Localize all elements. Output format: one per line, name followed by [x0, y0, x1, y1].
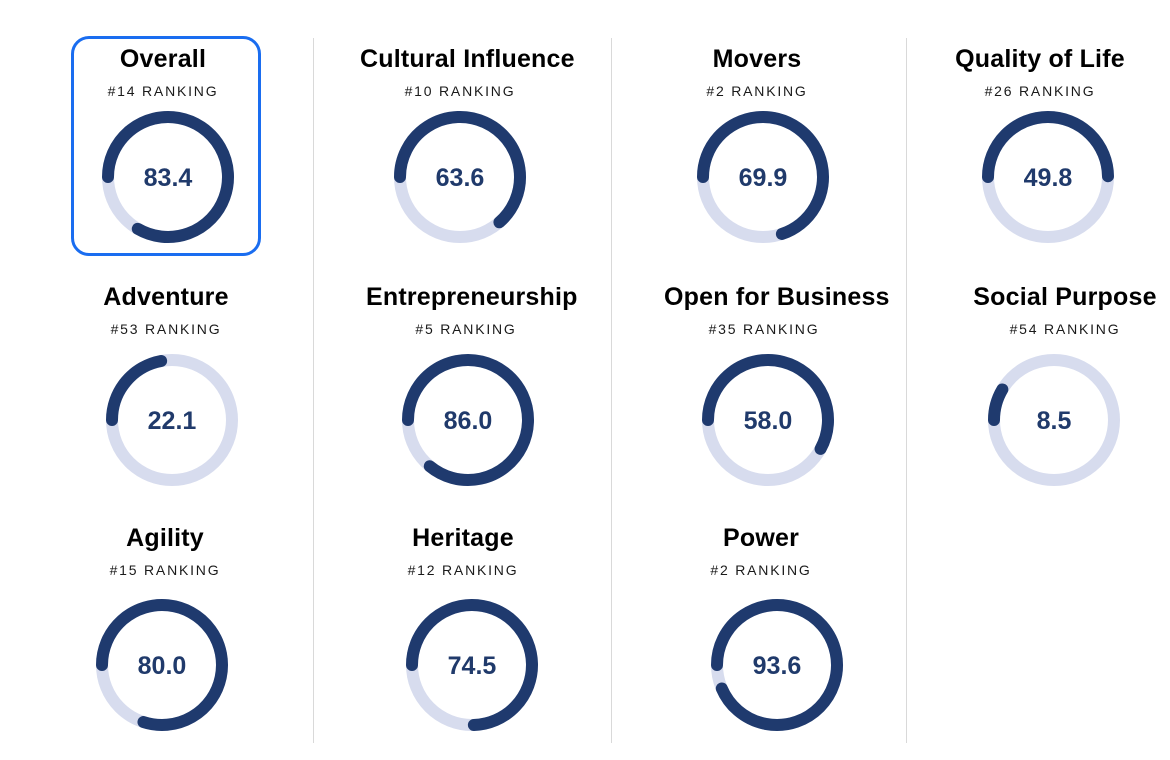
score-ring: 22.1 — [106, 354, 238, 486]
score-card-movers[interactable]: Movers #2 RANKING — [657, 44, 857, 274]
score-ring: 93.6 — [711, 599, 843, 731]
score-ring: 83.4 — [102, 111, 234, 243]
score-ring: 58.0 — [702, 354, 834, 486]
score-card-adventure[interactable]: Adventure #53 RANKING — [66, 282, 266, 512]
card-title: Adventure — [103, 283, 229, 311]
card-title: Cultural Influence — [360, 45, 575, 73]
card-ranking: #53 RANKING — [110, 321, 222, 337]
card-ranking: #14 RANKING — [107, 83, 219, 99]
card-title: Open for Business — [664, 283, 890, 311]
score-card-power[interactable]: Power #2 RANKING — [661, 523, 861, 753]
score-ring: 80.0 — [96, 599, 228, 731]
score-card-agility[interactable]: Agility #15 RANKING — [65, 523, 265, 753]
score-value: 69.9 — [739, 164, 788, 192]
score-value: 49.8 — [1024, 164, 1073, 192]
ring-progress-arc — [697, 111, 829, 240]
score-value: 83.4 — [144, 164, 193, 192]
score-card-cultural-influence[interactable]: Cultural Influence #10 RANKING — [360, 44, 575, 274]
card-ranking: #10 RANKING — [404, 83, 516, 99]
card-title: Overall — [119, 45, 207, 73]
card-title: Power — [722, 524, 800, 552]
ring-progress-arc — [106, 354, 168, 426]
column-divider — [313, 38, 314, 743]
card-title: Entrepreneurship — [366, 283, 578, 311]
column-divider — [906, 38, 907, 743]
score-ring: 69.9 — [697, 111, 829, 243]
card-title: Movers — [712, 45, 802, 73]
score-ring: 49.8 — [982, 111, 1114, 243]
score-ring: 63.6 — [394, 111, 526, 243]
card-ranking: #35 RANKING — [708, 321, 820, 337]
score-value: 63.6 — [436, 164, 485, 192]
score-value: 58.0 — [744, 407, 793, 435]
ring-progress-arc — [102, 111, 234, 243]
card-ranking: #54 RANKING — [1009, 321, 1121, 337]
card-ranking: #2 RANKING — [710, 562, 812, 578]
card-ranking: #5 RANKING — [415, 321, 517, 337]
card-title: Heritage — [412, 524, 514, 552]
score-ring: 8.5 — [988, 354, 1120, 486]
score-value: 80.0 — [138, 652, 187, 680]
ring-progress-arc — [988, 383, 1009, 426]
score-card-quality-of-life[interactable]: Quality of Life #26 RANKING — [940, 44, 1140, 274]
card-ranking: #26 RANKING — [984, 83, 1096, 99]
score-value: 74.5 — [448, 652, 497, 680]
ring-progress-arc — [402, 354, 534, 486]
score-value: 93.6 — [753, 652, 802, 680]
card-ranking: #12 RANKING — [407, 562, 519, 578]
ring-progress-arc — [711, 599, 843, 731]
card-title: Social Purpose — [973, 283, 1157, 311]
ring-progress-arc — [982, 111, 1114, 183]
score-value: 8.5 — [1037, 407, 1072, 435]
score-card-overall[interactable]: Overall #14 RANKING — [63, 44, 263, 274]
score-ring: 74.5 — [406, 599, 538, 731]
score-card-social-purpose[interactable]: Social Purpose #54 RANKING — [965, 282, 1165, 512]
score-ring: 86.0 — [402, 354, 534, 486]
score-value: 22.1 — [148, 407, 197, 435]
card-ranking: #2 RANKING — [706, 83, 808, 99]
score-value: 86.0 — [444, 407, 493, 435]
score-card-entrepreneurship[interactable]: Entrepreneurship #5 RANKING — [366, 282, 578, 512]
column-divider — [611, 38, 612, 743]
score-card-heritage[interactable]: Heritage #12 RANKING — [363, 523, 563, 753]
card-title: Quality of Life — [955, 45, 1125, 73]
ring-progress-arc — [394, 111, 526, 229]
card-title: Agility — [126, 524, 204, 552]
ring-progress-arc — [406, 599, 538, 731]
ring-progress-arc — [96, 599, 228, 731]
selected-card-highlight — [71, 36, 261, 256]
ring-progress-arc — [702, 354, 834, 455]
score-card-open-for-business[interactable]: Open for Business #35 RANKING — [664, 282, 890, 512]
card-ranking: #15 RANKING — [109, 562, 221, 578]
